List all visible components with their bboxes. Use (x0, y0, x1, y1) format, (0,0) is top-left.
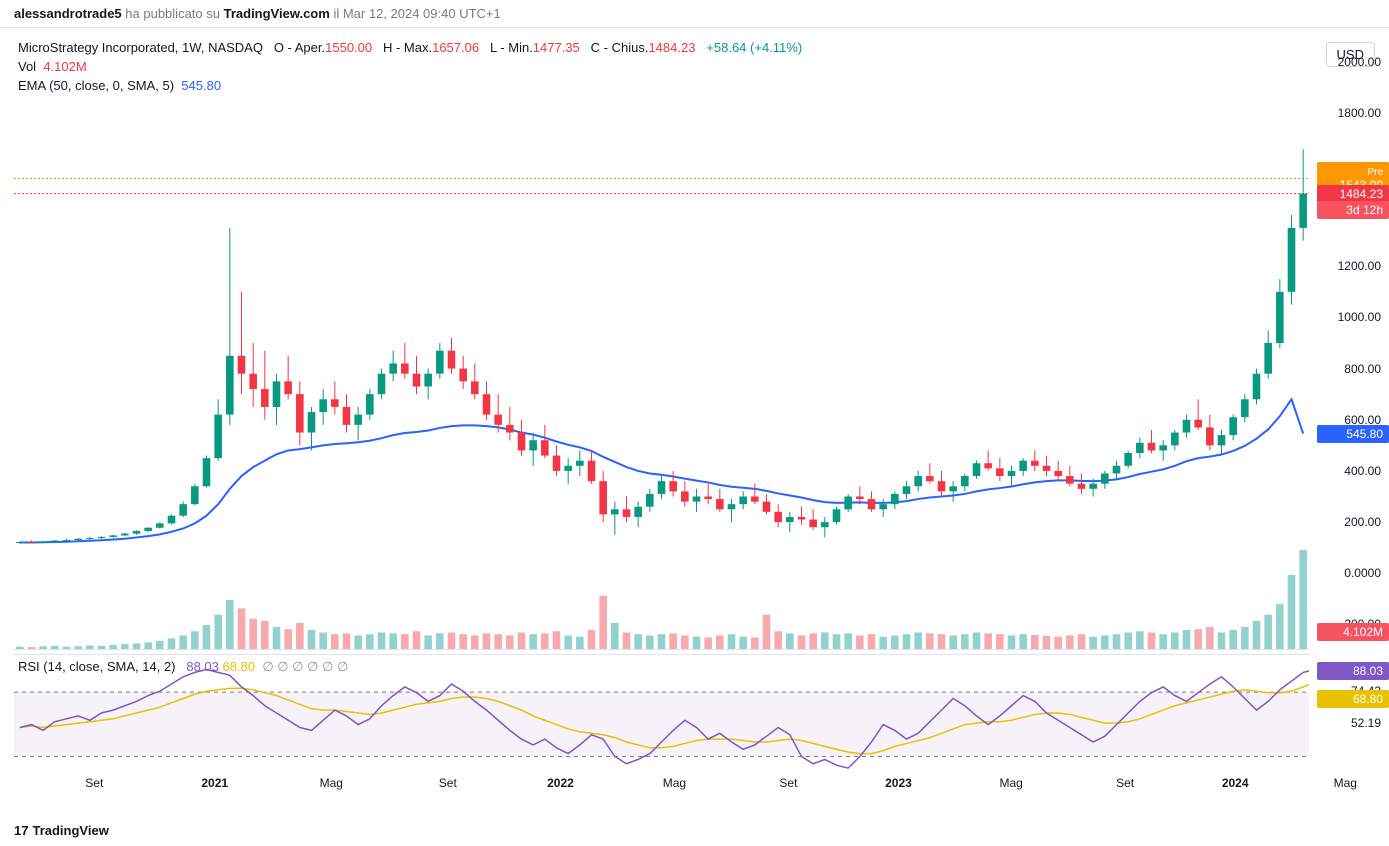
vol-line: Vol 4.102M (18, 59, 802, 74)
price-tag: 545.80 (1317, 425, 1389, 443)
x-tick: 2023 (885, 776, 912, 790)
rsi-value-tag: 88.03 (1317, 662, 1389, 680)
x-tick: Mag (663, 776, 686, 790)
header-site: TradingView.com (224, 6, 330, 21)
chart-svg (14, 36, 1309, 649)
header-date: Mar 12, 2024 09:40 UTC+1 (343, 6, 501, 21)
y-tick: 400.00 (1344, 464, 1381, 478)
y-tick: 800.00 (1344, 362, 1381, 376)
rsi-tick: 52.19 (1351, 716, 1381, 730)
x-tick: Mag (999, 776, 1022, 790)
x-tick: Set (85, 776, 103, 790)
y-tick: 200.00 (1344, 515, 1381, 529)
rsi-panel[interactable]: RSI (14, close, SMA, 14, 2) 88.03 68.80 … (14, 654, 1309, 770)
time-axis[interactable]: Set2021MagSet2022MagSet2023MagSet2024Mag (14, 776, 1309, 802)
footer-logo: 17TradingView (14, 823, 109, 838)
x-tick: Mag (320, 776, 343, 790)
currency-badge[interactable]: USD (1326, 42, 1375, 67)
x-tick: 2024 (1222, 776, 1249, 790)
x-tick: Set (779, 776, 797, 790)
price-tag: 1484.23 (1317, 185, 1389, 203)
rsi-axis[interactable]: 88.0374.4352.1988.0368.80 (1311, 654, 1389, 770)
y-tick: 1200.00 (1338, 259, 1381, 273)
price-tag: 3d 12h (1317, 201, 1389, 219)
rsi-value-tag: 68.80 (1317, 690, 1389, 708)
y-tick: 0.0000 (1344, 566, 1381, 580)
x-tick: Set (439, 776, 457, 790)
price-axis[interactable]: 2000.001800.001400.001200.001000.00800.0… (1311, 36, 1389, 650)
header-username: alessandrotrade5 (14, 6, 122, 21)
ema-line: EMA (50, close, 0, SMA, 5) 545.80 (18, 78, 802, 93)
x-tick: Mag (1334, 776, 1357, 790)
main-chart[interactable] (14, 36, 1309, 650)
x-tick: Set (1116, 776, 1134, 790)
x-tick: 2021 (201, 776, 228, 790)
x-tick: 2022 (547, 776, 574, 790)
y-tick: 1800.00 (1338, 106, 1381, 120)
rsi-header: RSI (14, close, SMA, 14, 2) 88.03 68.80 … (18, 659, 348, 675)
y-tick: 1000.00 (1338, 310, 1381, 324)
header-bar: alessandrotrade5 ha pubblicato su Tradin… (0, 0, 1389, 28)
symbol-line: MicroStrategy Incorporated, 1W, NASDAQ O… (18, 40, 802, 55)
info-panel: MicroStrategy Incorporated, 1W, NASDAQ O… (18, 40, 802, 97)
vol-tag: 4.102M (1317, 623, 1389, 641)
